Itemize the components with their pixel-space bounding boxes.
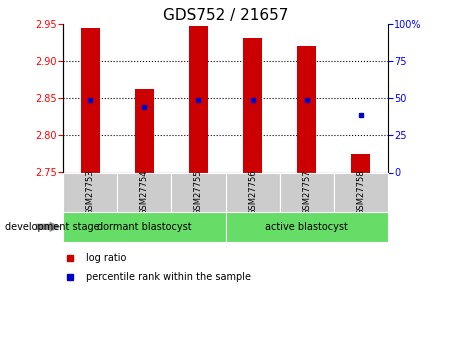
Text: GSM27753: GSM27753 xyxy=(86,169,95,215)
Bar xyxy=(226,212,388,241)
Text: log ratio: log ratio xyxy=(86,253,126,263)
Bar xyxy=(63,172,117,212)
Bar xyxy=(334,172,388,212)
Text: percentile rank within the sample: percentile rank within the sample xyxy=(86,272,251,282)
Title: GDS752 / 21657: GDS752 / 21657 xyxy=(163,8,288,23)
Text: GSM27758: GSM27758 xyxy=(356,169,365,215)
Bar xyxy=(226,172,280,212)
Text: GSM27756: GSM27756 xyxy=(248,169,257,215)
Bar xyxy=(189,26,208,172)
Text: active blastocyst: active blastocyst xyxy=(265,222,348,232)
Text: GSM27754: GSM27754 xyxy=(140,170,149,215)
Bar xyxy=(171,172,226,212)
Bar xyxy=(117,172,171,212)
Bar xyxy=(135,89,154,172)
Text: GSM27755: GSM27755 xyxy=(194,170,203,215)
Bar xyxy=(280,172,334,212)
Bar xyxy=(63,212,226,241)
Bar xyxy=(297,46,316,172)
Bar xyxy=(81,28,100,172)
Text: GSM27757: GSM27757 xyxy=(302,169,311,215)
Bar xyxy=(243,38,262,172)
Text: development stage: development stage xyxy=(5,222,99,232)
Text: dormant blastocyst: dormant blastocyst xyxy=(97,222,192,232)
Bar xyxy=(351,154,370,172)
